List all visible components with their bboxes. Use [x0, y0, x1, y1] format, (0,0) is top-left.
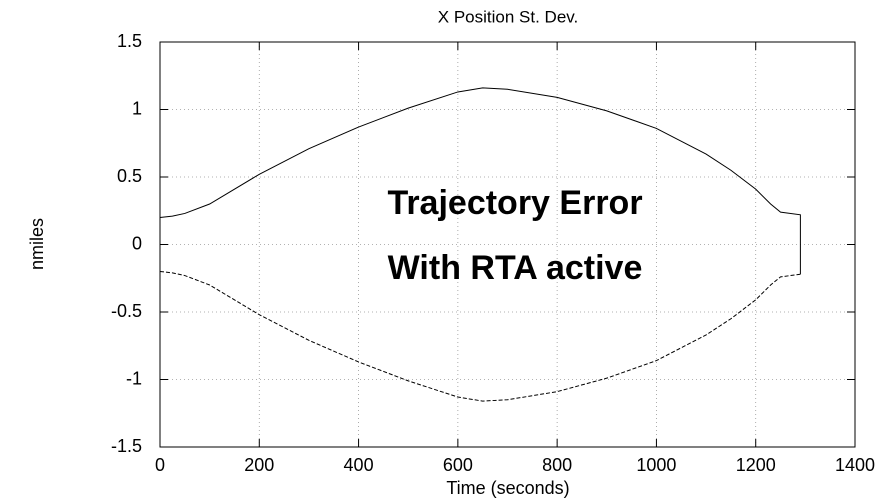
- x-tick-label: 1400: [835, 455, 875, 475]
- x-tick-label: 1200: [736, 455, 776, 475]
- y-tick-label: -0.5: [111, 301, 142, 321]
- x-axis-label: Time (seconds): [446, 478, 569, 498]
- y-tick-label: 0.5: [117, 166, 142, 186]
- plot-frame: [159, 41, 856, 448]
- annotation: With RTA active: [388, 249, 643, 287]
- y-tick-label: 0: [132, 233, 142, 253]
- line-series: [159, 87, 801, 275]
- line-series: [159, 271, 801, 402]
- annotation: Trajectory Error: [387, 184, 642, 222]
- y-tick-label: -1.5: [111, 436, 142, 456]
- x-tick-label: 600: [443, 455, 473, 475]
- y-tick-label: 1.5: [117, 31, 142, 51]
- x-tick-label: 400: [344, 455, 374, 475]
- x-tick-label: 0: [155, 455, 165, 475]
- y-axis-label: nmiles: [27, 218, 47, 270]
- x-tick-label: 1000: [636, 455, 676, 475]
- chart-title: X Position St. Dev.: [438, 7, 578, 26]
- x-tick-label: 200: [244, 455, 274, 475]
- y-tick-label: 1: [132, 98, 142, 118]
- y-tick-label: -1: [126, 368, 142, 388]
- x-tick-label: 800: [542, 455, 572, 475]
